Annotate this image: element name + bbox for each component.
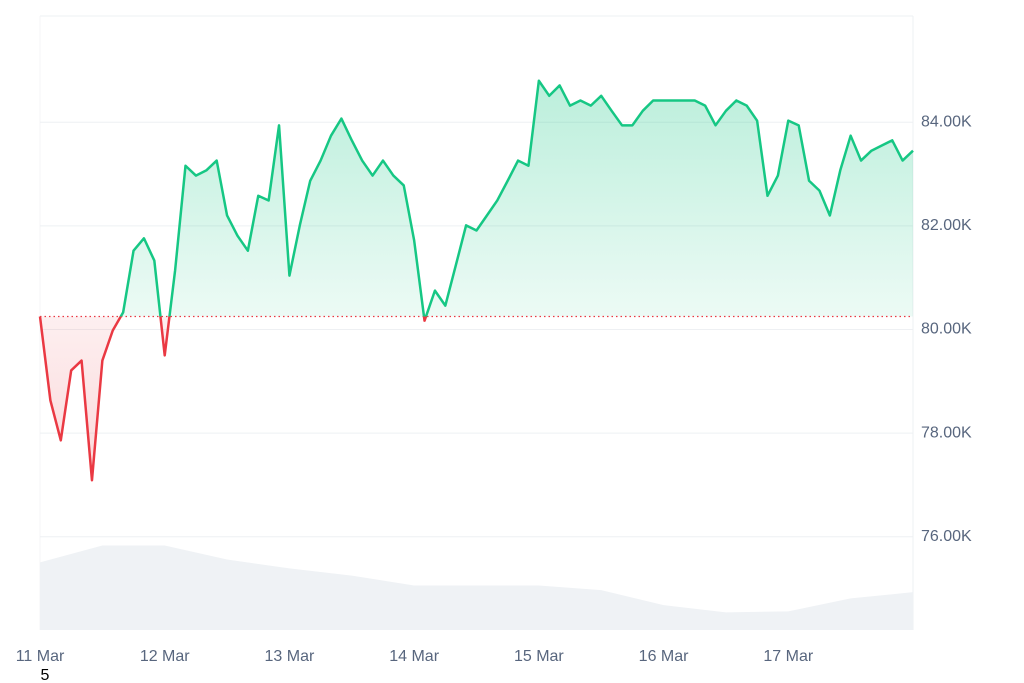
y-tick-label: 82.00K [921,217,972,234]
y-tick-label: 80.00K [921,321,972,338]
x-tick-label: 15 Mar [514,648,564,665]
y-tick-label: 76.00K [921,528,972,545]
price-line [38,79,914,482]
x-tick-label: 12 Mar [140,648,190,665]
footnote: 5 [41,667,50,683]
volume-area [40,545,913,630]
x-tick-label: 11 Mar [16,648,65,665]
x-tick-label: 17 Mar [763,648,813,665]
x-tick-label: 14 Mar [389,648,439,665]
price-area [40,80,913,481]
x-tick-label: 16 Mar [639,648,689,665]
x-tick-label: 13 Mar [265,648,315,665]
y-tick-label: 78.00K [921,424,972,441]
y-tick-label: 84.00K [921,113,972,130]
